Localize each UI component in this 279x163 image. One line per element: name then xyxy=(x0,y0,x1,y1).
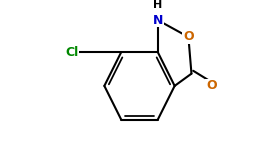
Text: N: N xyxy=(153,14,163,27)
Text: O: O xyxy=(206,79,217,92)
Text: H: H xyxy=(153,0,162,10)
Text: O: O xyxy=(183,30,194,44)
Text: Cl: Cl xyxy=(66,46,79,59)
